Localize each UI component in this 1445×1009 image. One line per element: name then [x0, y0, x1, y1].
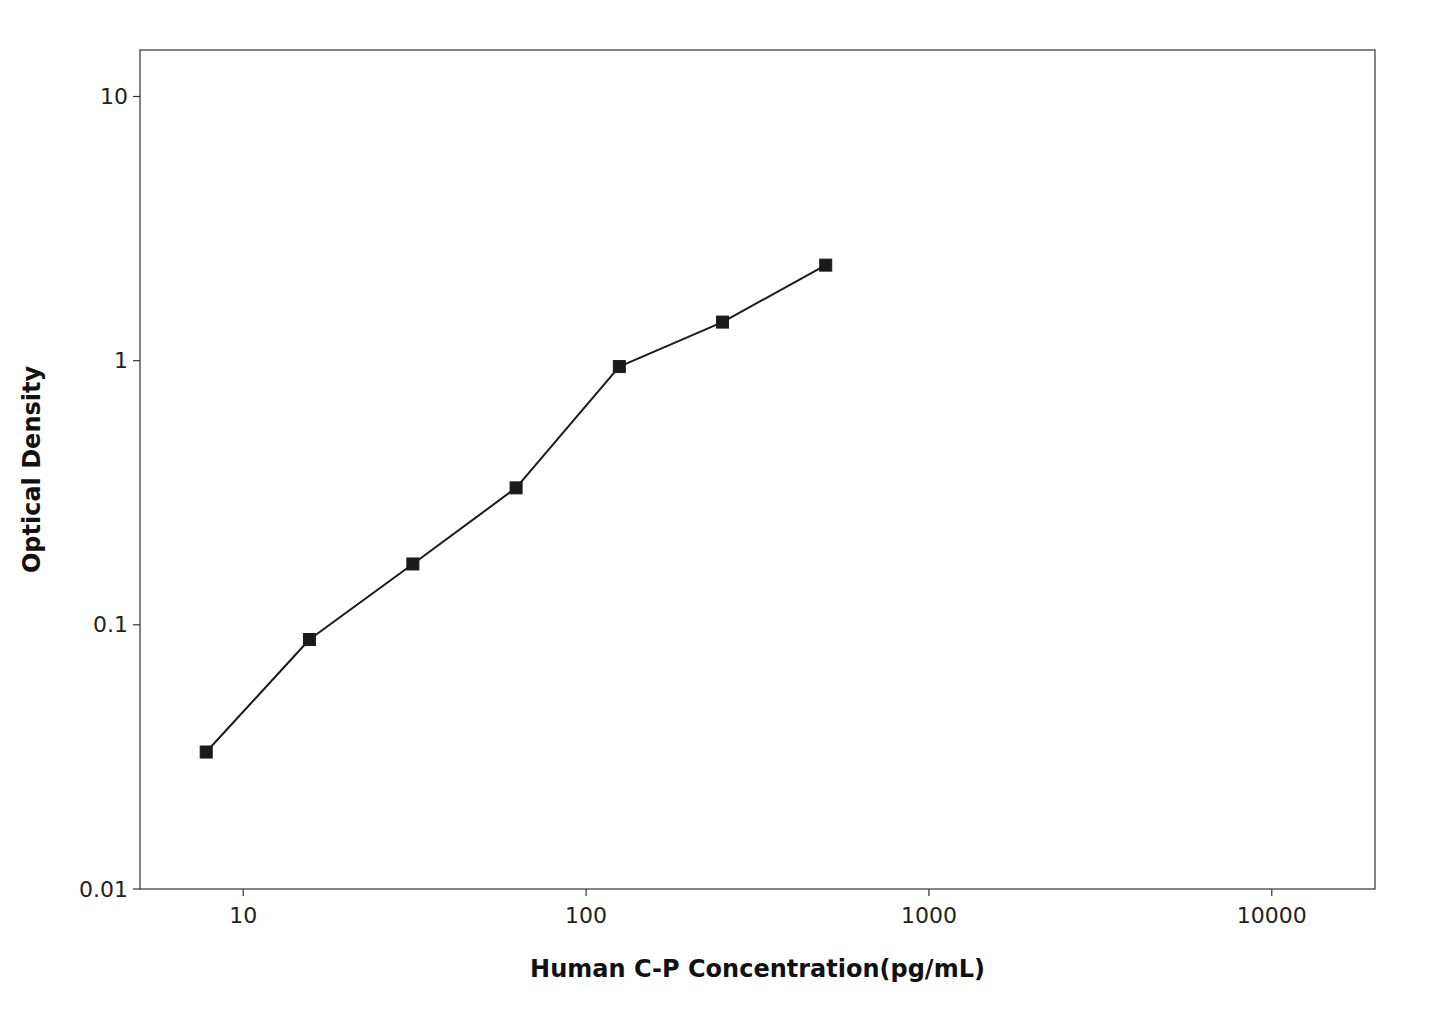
x-tick	[928, 889, 929, 896]
x-axis-label: Human C-P Concentration(pg/mL)	[530, 955, 985, 983]
x-tick	[585, 889, 586, 896]
data-point	[820, 259, 832, 271]
plot-area	[200, 259, 832, 758]
y-axis-label: Optical Density	[18, 366, 46, 574]
x-tick-label: 100	[565, 903, 607, 928]
y-tick-label: 10	[100, 84, 128, 109]
y-tick-label: 0.1	[93, 612, 128, 637]
data-point	[510, 482, 522, 494]
y-tick	[133, 96, 140, 97]
x-tick-label: 1000	[901, 903, 957, 928]
x-tick	[243, 889, 244, 896]
data-point	[200, 746, 212, 758]
x-tick-label: 10	[229, 903, 257, 928]
data-point	[407, 558, 419, 570]
plot-frame	[140, 50, 1375, 889]
y-tick	[133, 360, 140, 361]
y-tick	[133, 888, 140, 889]
page: {"chart_data": {"type": "line", "x": [7.…	[0, 0, 1445, 1009]
axes: 10 100 1000 10000 0.01 0.1 1 10	[79, 84, 1307, 928]
y-tick	[133, 624, 140, 625]
y-tick-label: 1	[114, 348, 128, 373]
data-point	[303, 634, 315, 646]
x-tick	[1271, 889, 1272, 896]
x-tick-label: 10000	[1237, 903, 1307, 928]
data-line	[206, 265, 826, 752]
data-point	[613, 361, 625, 373]
data-point	[717, 316, 729, 328]
y-tick-label: 0.01	[79, 877, 128, 902]
chart: 10 100 1000 10000 0.01 0.1 1 10 Human C-P Concen…	[0, 0, 1445, 1009]
